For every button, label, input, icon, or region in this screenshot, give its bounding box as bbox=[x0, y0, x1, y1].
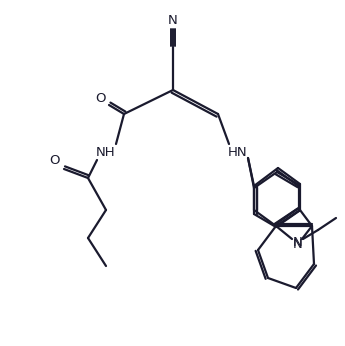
Text: O: O bbox=[95, 91, 105, 104]
Text: O: O bbox=[49, 154, 59, 166]
Text: N: N bbox=[168, 13, 178, 27]
Text: HN: HN bbox=[228, 146, 248, 158]
Text: NH: NH bbox=[96, 146, 116, 158]
Text: N: N bbox=[293, 237, 303, 249]
Text: N: N bbox=[293, 237, 303, 251]
